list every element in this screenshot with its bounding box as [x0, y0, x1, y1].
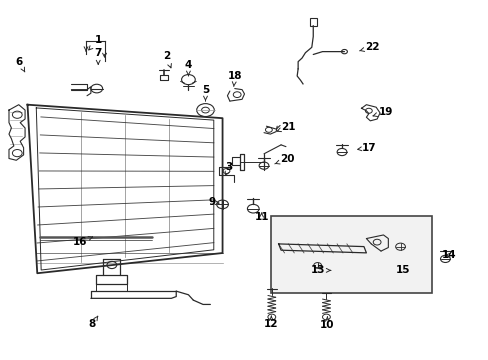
Text: 5: 5 — [202, 85, 209, 101]
Text: 12: 12 — [264, 316, 278, 329]
Text: 13: 13 — [310, 265, 330, 275]
Text: 16: 16 — [72, 237, 92, 247]
Text: 14: 14 — [441, 250, 456, 260]
Text: 2: 2 — [163, 51, 171, 68]
Text: 19: 19 — [372, 107, 392, 117]
Text: 17: 17 — [357, 143, 375, 153]
Bar — [309, 18, 316, 26]
Text: 9: 9 — [208, 197, 219, 207]
Text: 22: 22 — [359, 42, 379, 52]
Text: 20: 20 — [274, 154, 294, 164]
Text: 1: 1 — [88, 35, 102, 50]
Text: 4: 4 — [184, 60, 192, 76]
Text: 11: 11 — [254, 212, 268, 221]
Text: 8: 8 — [88, 316, 98, 329]
Text: 7: 7 — [94, 48, 102, 64]
Text: 3: 3 — [225, 162, 232, 176]
Text: 21: 21 — [277, 122, 295, 132]
Text: 18: 18 — [227, 71, 242, 86]
Text: 6: 6 — [16, 57, 25, 72]
Text: 15: 15 — [395, 265, 410, 275]
Bar — [271, 216, 431, 293]
Text: 10: 10 — [320, 317, 334, 330]
